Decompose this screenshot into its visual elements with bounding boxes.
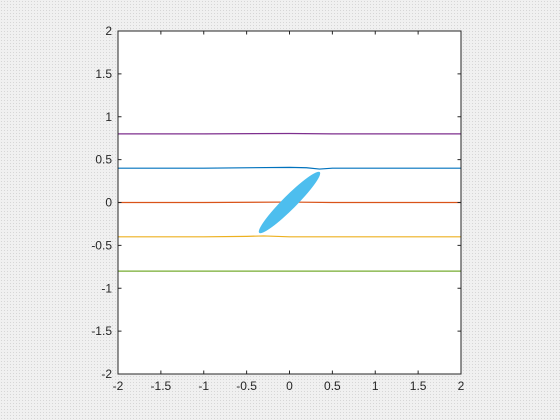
series-line-2 bbox=[118, 166, 461, 170]
x-tick-label: -1.5 bbox=[151, 379, 172, 393]
y-tick-label: -1.5 bbox=[91, 324, 112, 338]
x-tick-label: 0 bbox=[286, 379, 293, 393]
y-tick-label: 1 bbox=[105, 110, 112, 124]
ellipse-shape bbox=[258, 171, 321, 234]
x-tick-label: 2 bbox=[458, 379, 465, 393]
x-tick-label: 1 bbox=[372, 379, 379, 393]
ellipse-layer bbox=[258, 171, 321, 234]
x-tick-label: -1 bbox=[198, 379, 209, 393]
x-tick-label: -0.5 bbox=[236, 379, 257, 393]
x-tick-labels: -2 -1.5 -1 -0.5 0 0.5 1 1.5 2 bbox=[113, 379, 465, 393]
y-tick-label: -1 bbox=[101, 281, 112, 295]
y-tick-label: 2 bbox=[105, 24, 112, 38]
y-tick-labels: -2 -1.5 -1 -0.5 0 0.5 1 1.5 2 bbox=[91, 24, 112, 381]
series-layer bbox=[118, 132, 461, 272]
y-tick-label: -2 bbox=[101, 367, 112, 381]
series-line-4 bbox=[118, 235, 461, 238]
y-tick-label: 1.5 bbox=[95, 67, 112, 81]
y-tick-label: 0.5 bbox=[95, 153, 112, 167]
x-tick-label: 0.5 bbox=[324, 379, 341, 393]
x-tick-label: 1.5 bbox=[410, 379, 427, 393]
ticks-layer bbox=[117, 30, 462, 375]
x-tick-label: -2 bbox=[113, 379, 124, 393]
y-tick-label: 0 bbox=[105, 196, 112, 210]
y-tick-label: -0.5 bbox=[91, 238, 112, 252]
